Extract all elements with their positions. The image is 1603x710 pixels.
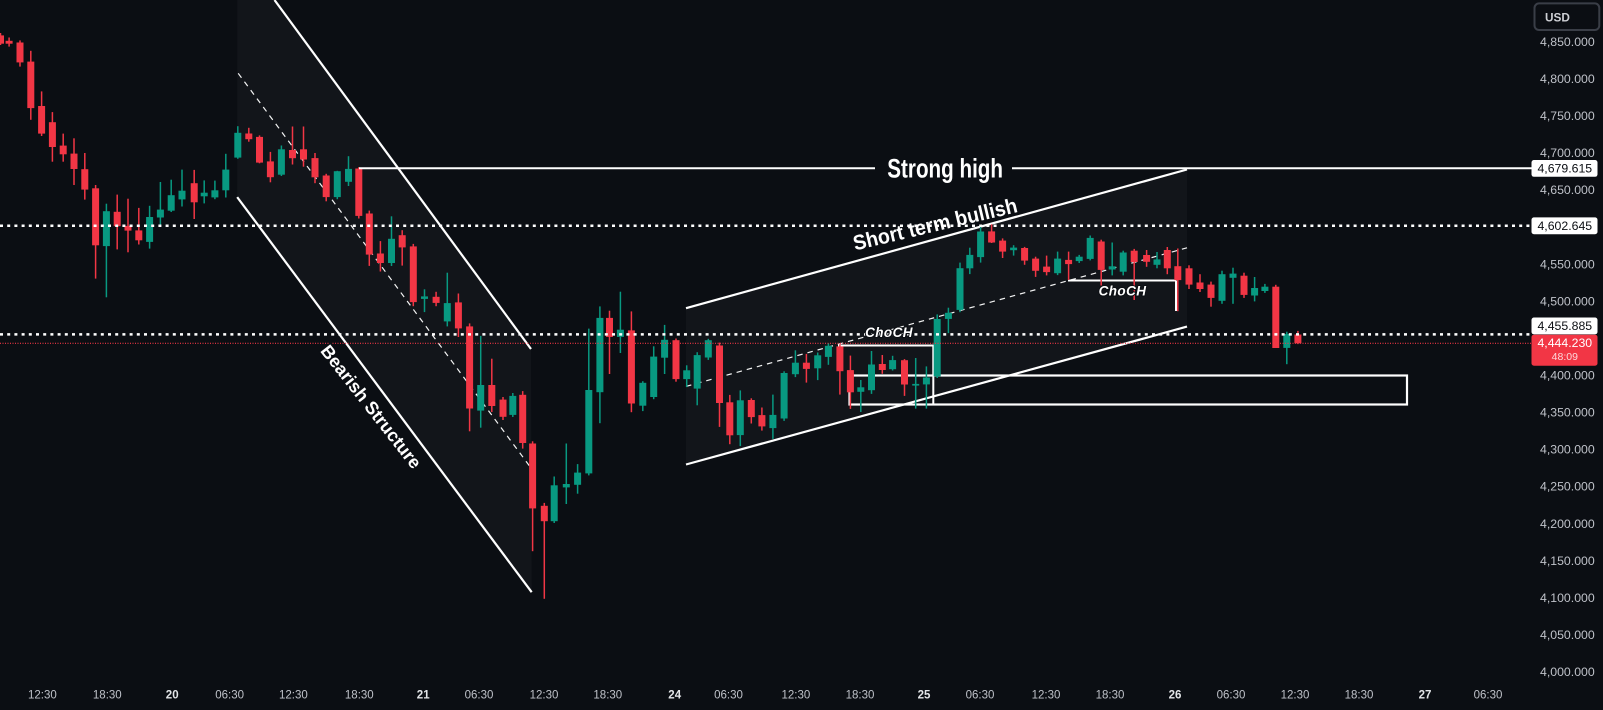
svg-text:27: 27	[1419, 690, 1432, 702]
svg-text:4,602.645: 4,602.645	[1537, 219, 1592, 233]
svg-text:20: 20	[166, 690, 179, 702]
svg-text:12:30: 12:30	[1281, 690, 1310, 702]
svg-text:4,000.000: 4,000.000	[1540, 665, 1595, 679]
svg-text:48:09: 48:09	[1552, 351, 1578, 363]
svg-text:24: 24	[668, 690, 681, 702]
svg-text:ChoCH: ChoCH	[865, 325, 913, 340]
svg-text:18:30: 18:30	[1096, 690, 1125, 702]
svg-text:4,150.000: 4,150.000	[1540, 554, 1595, 568]
svg-text:18:30: 18:30	[846, 690, 875, 702]
svg-text:USD: USD	[1545, 10, 1570, 24]
svg-text:4,550.000: 4,550.000	[1540, 257, 1595, 271]
svg-text:18:30: 18:30	[345, 690, 374, 702]
svg-text:06:30: 06:30	[1217, 690, 1246, 702]
svg-text:4,700.000: 4,700.000	[1540, 146, 1595, 160]
svg-text:12:30: 12:30	[530, 690, 559, 702]
svg-text:18:30: 18:30	[593, 690, 622, 702]
svg-text:4,679.615: 4,679.615	[1537, 162, 1592, 176]
svg-text:4,050.000: 4,050.000	[1540, 628, 1595, 642]
svg-text:4,850.000: 4,850.000	[1540, 35, 1595, 49]
svg-text:06:30: 06:30	[966, 690, 995, 702]
svg-text:ChoCH: ChoCH	[1099, 283, 1147, 298]
svg-text:21: 21	[417, 690, 430, 702]
svg-text:4,455.885: 4,455.885	[1537, 319, 1592, 333]
svg-text:Strong high: Strong high	[887, 154, 1003, 184]
svg-text:18:30: 18:30	[1345, 690, 1374, 702]
svg-text:06:30: 06:30	[714, 690, 743, 702]
svg-text:12:30: 12:30	[279, 690, 308, 702]
svg-text:4,750.000: 4,750.000	[1540, 109, 1595, 123]
svg-text:06:30: 06:30	[215, 690, 244, 702]
svg-text:12:30: 12:30	[1032, 690, 1061, 702]
svg-text:4,444.230: 4,444.230	[1537, 336, 1592, 350]
svg-text:26: 26	[1169, 690, 1182, 702]
svg-text:4,400.000: 4,400.000	[1540, 369, 1595, 383]
svg-text:12:30: 12:30	[28, 690, 57, 702]
svg-text:4,100.000: 4,100.000	[1540, 591, 1595, 605]
svg-text:4,500.000: 4,500.000	[1540, 294, 1595, 308]
svg-text:06:30: 06:30	[465, 690, 494, 702]
svg-text:12:30: 12:30	[782, 690, 811, 702]
svg-text:18:30: 18:30	[93, 690, 122, 702]
svg-text:06:30: 06:30	[1474, 690, 1503, 702]
svg-text:4,800.000: 4,800.000	[1540, 72, 1595, 86]
svg-text:25: 25	[918, 690, 931, 702]
svg-text:4,350.000: 4,350.000	[1540, 406, 1595, 420]
svg-text:4,250.000: 4,250.000	[1540, 480, 1595, 494]
svg-text:4,200.000: 4,200.000	[1540, 517, 1595, 531]
svg-text:4,300.000: 4,300.000	[1540, 443, 1595, 457]
svg-text:4,650.000: 4,650.000	[1540, 183, 1595, 197]
